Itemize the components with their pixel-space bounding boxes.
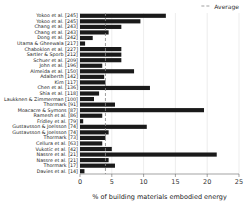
bar [80, 103, 115, 107]
category-label: John et al. [196] [38, 63, 78, 68]
category-label: Ramesh et al. [86] [34, 113, 79, 118]
category-label: Laukknen & Zimmerman [100] [4, 97, 78, 102]
category-label: Adalberth [142] [40, 74, 78, 79]
category-label: Chang et al. [243] [34, 24, 78, 29]
bar [80, 25, 121, 29]
category-label: Thormark [17] [42, 163, 78, 168]
category-label: Schuer et al. [209] [33, 58, 78, 63]
bar [80, 36, 93, 40]
category-label: Yokoo et al. [245] [35, 13, 78, 18]
tick-label: 15 [171, 178, 179, 186]
bar [80, 41, 85, 45]
tick-label: 10 [139, 178, 147, 186]
tick-mark [80, 174, 81, 177]
chart: 0 5 10 15 20 25 Yokoo et al. [245]Yokoo et al.… [0, 0, 247, 204]
tick-label: 25 [235, 178, 243, 186]
category-label: Gustavsson & Joelsson [74] [12, 124, 78, 129]
bar [80, 158, 109, 162]
grid-line [239, 13, 240, 174]
category-label: Utama & Gheewala [217] [17, 41, 78, 46]
bar [80, 69, 134, 73]
category-label: Chang et al. [243] [34, 30, 78, 35]
bar [80, 125, 147, 129]
tick-mark [175, 174, 176, 177]
category-label: Dong et al. [242] [37, 35, 78, 40]
x-axis-line [80, 174, 239, 175]
bar [80, 91, 99, 95]
tick-mark [111, 174, 112, 177]
bar [80, 152, 217, 156]
tick-label: 20 [203, 178, 211, 186]
bar [80, 108, 204, 112]
category-label: Thormark [73] [42, 135, 78, 140]
average-line [105, 13, 106, 174]
category-label: Yokoo et al. [245] [35, 19, 78, 24]
legend-label: Average [214, 3, 239, 11]
bar [80, 136, 105, 140]
grid-line [143, 13, 144, 174]
grid-line [175, 13, 176, 174]
bar [80, 30, 109, 34]
category-label: Kim [117] [54, 80, 78, 85]
bar [80, 119, 83, 123]
category-label: Cellura et al. [63] [36, 141, 78, 146]
legend-swatch [201, 6, 211, 7]
bar [80, 130, 109, 134]
category-label: Chaboklon et al. [227] [25, 47, 79, 52]
bar [80, 53, 121, 57]
bar [80, 169, 84, 173]
category-label: Gustavsson & Joelsson [74] [12, 130, 78, 135]
bar [80, 141, 102, 145]
category-label: Davies et al. [14] [37, 169, 78, 174]
grid-line [207, 13, 208, 174]
bar [80, 47, 121, 51]
bar [80, 164, 115, 168]
bar [80, 147, 112, 151]
bar [80, 64, 102, 68]
category-label: Thormark [91] [42, 102, 78, 107]
bar [80, 86, 150, 90]
category-label: Moacacre & Symons [87] [18, 108, 78, 113]
category-label: Almeida et al. [150] [30, 69, 78, 74]
category-label: Nassre et al. [21] [37, 158, 79, 163]
bar [80, 19, 140, 23]
tick-label: 0 [78, 178, 82, 186]
bar [80, 75, 104, 79]
bar [80, 114, 102, 118]
category-label: Fridley et al. [79] [37, 119, 78, 124]
tick-mark [207, 174, 208, 177]
category-label: Vukotic et al. [42] [36, 147, 79, 152]
tick-mark [239, 174, 240, 177]
category-label: Sartler & Sporb [212] [27, 52, 78, 57]
bar [80, 80, 105, 84]
bar [80, 58, 121, 62]
x-axis-label: % of building materials embodied energy [92, 193, 227, 201]
legend: Average [201, 3, 239, 11]
category-label: Chen et al. [136] [38, 85, 79, 90]
bars [80, 13, 217, 174]
bar [80, 14, 166, 18]
category-label: Nassre et al. [21] [37, 152, 79, 157]
bar [80, 97, 94, 101]
tick-label: 5 [110, 178, 114, 186]
tick-mark [143, 174, 144, 177]
category-label: Shia et al. [118] [40, 91, 79, 96]
